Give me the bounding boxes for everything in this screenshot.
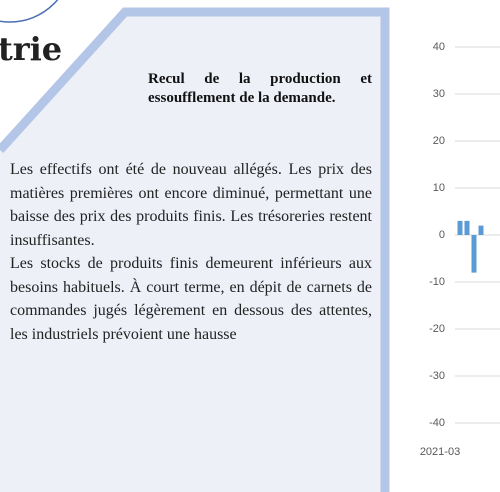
y-tick-label: -40 <box>429 417 445 429</box>
panel-heading: Recul de la production et essoufflement … <box>148 71 372 106</box>
y-tick-label: -30 <box>429 370 445 382</box>
page-title: trie <box>0 30 63 68</box>
y-tick-label: 0 <box>439 229 445 241</box>
panel-body: Les effectifs ont été de nouveau allégés… <box>10 158 372 492</box>
bar <box>464 220 470 235</box>
bar <box>457 220 463 235</box>
y-tick-label: -10 <box>429 276 445 288</box>
bar <box>478 225 484 235</box>
y-tick-label: 30 <box>433 88 445 100</box>
y-tick-label: 20 <box>433 135 445 147</box>
y-tick-label: -20 <box>429 323 445 335</box>
panel-border <box>0 7 390 492</box>
x-tick-label: 2021-03 <box>420 446 460 458</box>
panel <box>0 12 385 492</box>
paragraph: Les stocks de produits finis demeurent i… <box>10 255 372 343</box>
logo-circle <box>0 0 59 23</box>
y-tick-label: 40 <box>433 41 445 53</box>
paragraph: Les effectifs ont été de nouveau allégés… <box>10 161 372 249</box>
y-tick-label: 10 <box>433 182 445 194</box>
bar <box>471 235 477 273</box>
